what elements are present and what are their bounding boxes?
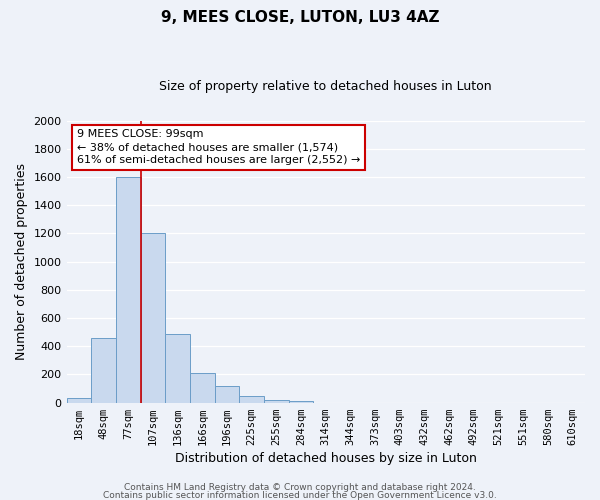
Bar <box>239 396 264 402</box>
Title: Size of property relative to detached houses in Luton: Size of property relative to detached ho… <box>160 80 492 93</box>
Text: Contains HM Land Registry data © Crown copyright and database right 2024.: Contains HM Land Registry data © Crown c… <box>124 484 476 492</box>
Bar <box>91 338 116 402</box>
Y-axis label: Number of detached properties: Number of detached properties <box>15 163 28 360</box>
Text: Contains public sector information licensed under the Open Government Licence v3: Contains public sector information licen… <box>103 490 497 500</box>
Bar <box>215 386 239 402</box>
Bar <box>116 177 140 402</box>
Bar <box>140 234 165 402</box>
Bar <box>264 400 289 402</box>
X-axis label: Distribution of detached houses by size in Luton: Distribution of detached houses by size … <box>175 452 477 465</box>
Bar <box>190 373 215 402</box>
Bar <box>67 398 91 402</box>
Bar <box>165 334 190 402</box>
Text: 9, MEES CLOSE, LUTON, LU3 4AZ: 9, MEES CLOSE, LUTON, LU3 4AZ <box>161 10 439 25</box>
Text: 9 MEES CLOSE: 99sqm
← 38% of detached houses are smaller (1,574)
61% of semi-det: 9 MEES CLOSE: 99sqm ← 38% of detached ho… <box>77 129 360 166</box>
